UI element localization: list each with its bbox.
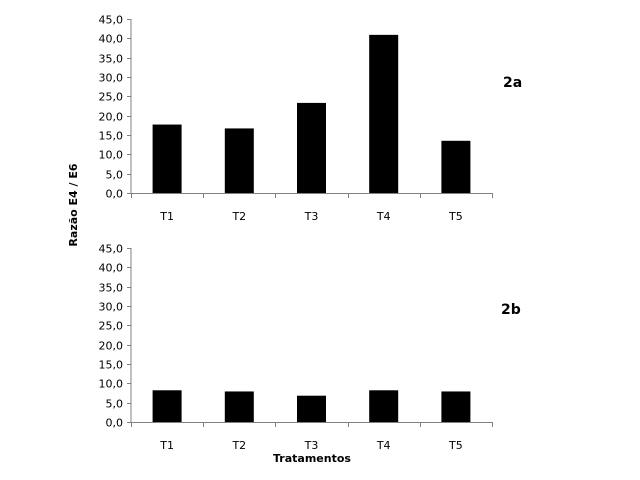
y-tick-label-2b: 20,0 [99, 340, 124, 353]
bar-2a-t2 [224, 128, 254, 193]
y-axis-title: Razão E4 / E6 [67, 163, 80, 246]
x-tick-label-2b: T5 [448, 439, 463, 452]
y-tick-label-2a: 5,0 [106, 169, 124, 182]
x-tick-label-2b: T1 [159, 439, 174, 452]
y-tick-label-2b: 45,0 [99, 243, 124, 256]
y-tick-label-2a: 45,0 [99, 14, 124, 27]
bar-2b-t5 [441, 391, 471, 422]
y-tick-label-2a: 40,0 [99, 33, 124, 46]
y-tick-label-2a: 25,0 [99, 91, 124, 104]
bar-2b-t1 [152, 390, 182, 422]
bar-2a-t3 [297, 102, 326, 193]
x-tick-label-2a: T2 [231, 210, 246, 223]
y-tick-label-2a: 35,0 [99, 53, 124, 66]
bar-2b-t4 [369, 390, 399, 422]
y-tick-label-2a: 20,0 [99, 111, 124, 124]
y-tick-label-2b: 0,0 [106, 417, 124, 430]
y-tick-label-2a: 30,0 [99, 72, 124, 85]
x-tick-label-2a: T5 [448, 210, 463, 223]
y-tick-label-2b: 35,0 [99, 282, 124, 295]
y-tick-label-2a: 0,0 [106, 188, 124, 201]
y-tick-label-2a: 15,0 [99, 130, 124, 143]
y-tick-label-2b: 40,0 [99, 262, 124, 275]
y-tick-label-2b: 15,0 [99, 359, 124, 372]
bar-2a-t1 [152, 124, 182, 193]
x-axis-title: Tratamentos [273, 452, 351, 465]
bar-2a-t5 [441, 140, 471, 193]
y-tick-label-2b: 25,0 [99, 320, 124, 333]
x-tick-label-2a: T1 [159, 210, 174, 223]
x-tick-label-2b: T3 [304, 439, 319, 452]
x-tick-label-2a: T4 [376, 210, 391, 223]
y-tick-label-2b: 10,0 [99, 378, 124, 391]
panel-label-2b: 2b [501, 302, 521, 318]
x-tick-label-2b: T2 [231, 439, 246, 452]
x-tick-label-2b: T4 [376, 439, 391, 452]
y-tick-label-2b: 5,0 [106, 398, 124, 411]
bar-2b-t3 [297, 395, 326, 422]
panel-label-2a: 2a [503, 75, 522, 91]
y-tick-label-2a: 10,0 [99, 149, 124, 162]
x-tick-label-2a: T3 [304, 210, 319, 223]
bar-2b-t2 [224, 391, 254, 422]
y-tick-label-2b: 30,0 [99, 301, 124, 314]
bar-2a-t4 [369, 34, 399, 193]
